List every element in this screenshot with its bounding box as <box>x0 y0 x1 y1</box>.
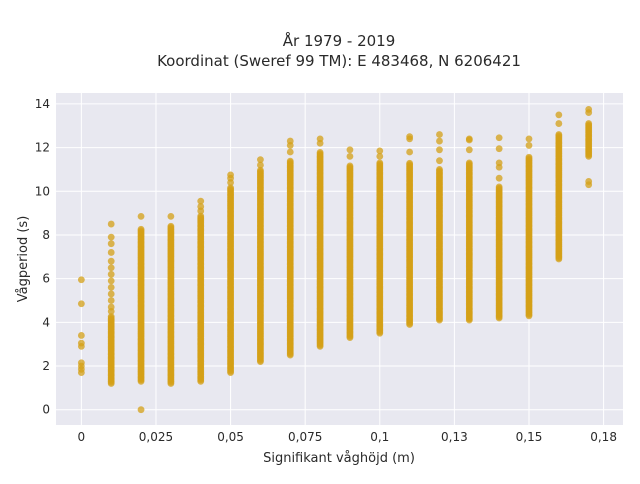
data-point <box>495 145 503 153</box>
data-point <box>436 146 443 154</box>
x-tick-label: 0,18 <box>590 430 617 444</box>
data-point <box>77 369 85 376</box>
data-point <box>77 342 85 350</box>
grid-lines <box>56 93 623 425</box>
data-point <box>525 153 533 161</box>
data-point <box>406 159 414 167</box>
x-tick-label: 0,15 <box>516 430 543 444</box>
data-point <box>107 283 115 291</box>
data-point <box>316 135 324 143</box>
y-tick-label: 6 <box>42 272 50 286</box>
data-point <box>346 152 354 160</box>
chart-title-line-2: Koordinat (Sweref 99 TM): E 483468, N 62… <box>157 52 521 70</box>
data-point <box>257 156 264 164</box>
data-point <box>525 142 533 149</box>
data-point <box>555 111 563 119</box>
x-tick-label: 0,075 <box>288 430 322 444</box>
data-point <box>107 270 115 278</box>
data-point <box>167 222 175 230</box>
data-point <box>406 148 414 156</box>
data-point <box>585 120 593 127</box>
data-point <box>257 161 264 169</box>
data-point <box>257 166 264 174</box>
data-point <box>495 174 503 182</box>
data-point <box>346 162 354 170</box>
data-point <box>197 212 205 220</box>
x-axis-label: Signifikant våghöjd (m) <box>263 451 415 466</box>
y-tick-label: 4 <box>42 315 50 329</box>
x-tick-label: 0,13 <box>441 430 468 444</box>
data-point <box>107 249 115 256</box>
x-tick-label: 0,1 <box>370 430 389 444</box>
data-point <box>107 257 115 265</box>
data-point <box>107 233 115 241</box>
data-point <box>406 133 414 141</box>
data-point <box>465 159 473 167</box>
x-tick-label: 0 <box>78 430 86 444</box>
data-point <box>286 157 294 165</box>
data-point <box>585 178 593 185</box>
data-point <box>137 406 145 414</box>
data-point <box>436 157 443 165</box>
y-tick-label: 2 <box>42 359 50 373</box>
y-tick-label: 10 <box>35 184 50 198</box>
data-point <box>286 148 294 156</box>
data-point <box>77 332 85 339</box>
data-point <box>346 146 354 154</box>
data-point <box>495 159 503 167</box>
data-point <box>137 225 145 233</box>
data-point <box>436 131 443 138</box>
data-point <box>107 277 115 285</box>
data-point <box>197 203 205 210</box>
data-point <box>316 149 324 156</box>
data-point <box>77 276 85 284</box>
data-point <box>107 264 115 272</box>
y-tick-label: 12 <box>35 141 50 155</box>
data-point <box>495 134 503 142</box>
data-point <box>107 290 115 298</box>
x-tick-labels: 0 0,025 0,05 0,075 0,1 0,13 0,15 0,18 <box>78 430 617 444</box>
data-point <box>197 197 205 205</box>
data-point <box>465 135 473 143</box>
y-tick-label: 14 <box>35 97 50 111</box>
chart-title-line-1: År 1979 - 2019 <box>283 31 396 50</box>
data-point <box>167 213 175 220</box>
data-point <box>286 137 294 145</box>
data-point <box>137 213 145 220</box>
data-point <box>465 146 473 154</box>
data-point <box>585 105 593 113</box>
data-point <box>107 303 115 311</box>
data-point <box>77 300 85 308</box>
y-axis-label: Vågperiod (s) <box>16 216 31 303</box>
data-point <box>495 183 503 191</box>
x-tick-label: 0,05 <box>217 430 244 444</box>
data-point <box>227 171 234 179</box>
data-point <box>525 135 533 143</box>
data-point <box>376 159 384 167</box>
data-points <box>77 105 593 414</box>
y-tick-label: 0 <box>42 403 50 417</box>
y-tick-label: 8 <box>42 228 50 242</box>
data-point <box>436 166 443 173</box>
y-tick-labels: 0 2 4 6 8 10 12 14 <box>35 97 50 417</box>
data-point <box>376 152 384 160</box>
data-point <box>107 297 115 304</box>
data-point <box>107 240 115 248</box>
data-point <box>376 147 384 155</box>
data-point <box>107 220 115 228</box>
data-point <box>227 184 234 192</box>
data-point <box>555 131 563 138</box>
data-point <box>107 313 115 321</box>
x-tick-label: 0,025 <box>139 430 173 444</box>
data-point <box>555 120 563 127</box>
data-point <box>436 137 443 145</box>
